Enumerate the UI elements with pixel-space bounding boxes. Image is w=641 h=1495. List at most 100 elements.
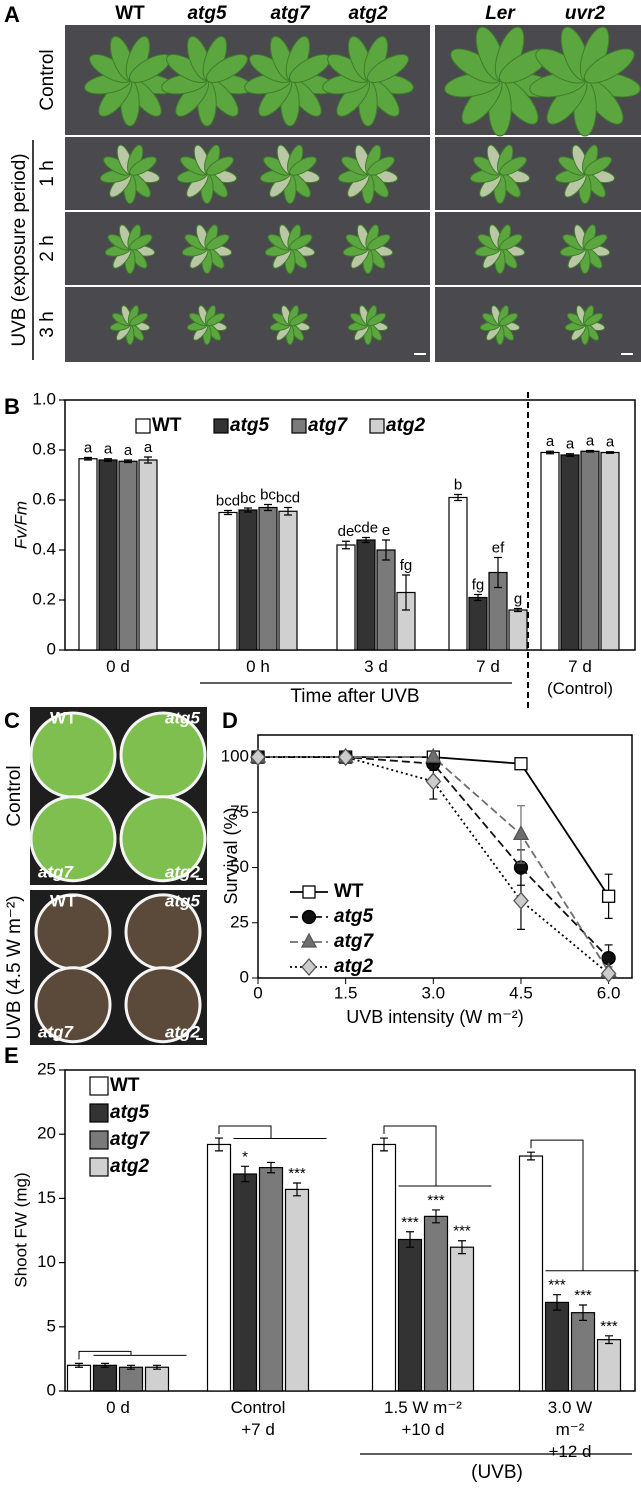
- leaf: [499, 312, 519, 327]
- annotation: (UVB): [471, 1462, 523, 1483]
- legend-swatch: [89, 1157, 109, 1177]
- y-tick-label: 15: [37, 1188, 56, 1207]
- error-bar: [362, 536, 370, 544]
- bar: [284, 1188, 310, 1392]
- bar: [258, 1166, 284, 1392]
- marker: [337, 748, 354, 767]
- plot-frame: [257, 734, 633, 979]
- bar: [397, 1238, 423, 1392]
- bar: [278, 510, 298, 651]
- error-bar: [454, 493, 462, 502]
- leaf: [366, 54, 409, 83]
- bar: [218, 511, 238, 651]
- legend-label: atg7: [308, 415, 349, 436]
- bar-annotation: a: [586, 432, 595, 449]
- leaf: [584, 156, 612, 176]
- bar-annotation: bc: [240, 490, 256, 507]
- panel-label: E: [4, 1043, 19, 1068]
- bar-annotation: a: [104, 441, 113, 458]
- pot: [119, 795, 207, 883]
- bar-annotation: bc: [260, 486, 276, 503]
- leaf: [367, 312, 387, 327]
- legend-swatch: [89, 1076, 109, 1096]
- marker: [513, 891, 529, 910]
- bar: [596, 1339, 622, 1392]
- photo: [435, 287, 641, 362]
- bar: [570, 1312, 596, 1392]
- leaf: [289, 234, 313, 251]
- bar-annotation: *: [242, 1148, 248, 1165]
- marker: [600, 964, 617, 983]
- bar: [371, 1143, 397, 1392]
- error-bar: [474, 593, 482, 602]
- error-bar: [153, 1364, 161, 1370]
- bar-annotation: ***: [453, 1223, 471, 1240]
- marker: [250, 748, 266, 767]
- pot: [29, 795, 117, 883]
- annotation: Time after UVB: [290, 686, 419, 707]
- row-label: Control: [4, 765, 25, 826]
- error-bar: [75, 1362, 83, 1368]
- marker: [514, 757, 528, 771]
- legend-label: atg5: [110, 1102, 150, 1123]
- leaf: [584, 234, 608, 251]
- bar: [138, 459, 158, 651]
- bar-annotation: a: [144, 439, 153, 456]
- column-label: Ler: [485, 3, 516, 24]
- error-bar: [101, 1362, 109, 1368]
- pot: [124, 966, 202, 1044]
- marker: [425, 747, 442, 763]
- leaf: [289, 156, 317, 176]
- bar: [600, 451, 620, 651]
- panel-label: B: [4, 394, 20, 419]
- bar: [232, 1173, 258, 1392]
- row-label: Control: [37, 49, 58, 110]
- x-tick-label: 1.5: [334, 983, 358, 1002]
- marker: [601, 889, 616, 903]
- bar-annotation: de: [338, 523, 355, 540]
- error-bar: [605, 1335, 613, 1345]
- x-tick-label: 1.5 W m⁻² +10 d: [384, 1398, 462, 1439]
- error-bar: [579, 1304, 587, 1321]
- error-bar: [127, 1364, 135, 1370]
- panel-label: D: [222, 708, 238, 733]
- bar: [118, 1366, 144, 1392]
- panel-label: C: [4, 708, 20, 733]
- legend-label: WT: [152, 415, 182, 436]
- legend-swatch: [89, 1103, 109, 1123]
- legend-label: atg5: [230, 415, 270, 436]
- legend-label: atg5: [334, 906, 374, 927]
- bar: [144, 1366, 170, 1392]
- bar: [518, 1155, 544, 1392]
- legend-swatch: [89, 1130, 109, 1150]
- row-group-label: UVB (exposure period): [9, 153, 30, 346]
- bracket: [218, 1125, 327, 1139]
- error-bar: [553, 1294, 561, 1311]
- bar: [544, 1301, 570, 1392]
- bar: [206, 1143, 232, 1392]
- x-tick-label: 0 d: [106, 657, 130, 676]
- pot: [34, 966, 112, 1044]
- error-bar: [224, 509, 232, 516]
- marker: [302, 885, 316, 899]
- column-label: atg7: [270, 3, 311, 24]
- bar: [449, 1246, 475, 1392]
- bracket: [530, 1139, 639, 1272]
- x-tick-label: 7 d (Control): [546, 657, 614, 698]
- y-tick-label: 10: [37, 1252, 56, 1271]
- genotype-label: WT: [50, 708, 77, 727]
- error-bar: [586, 449, 594, 453]
- panel-label: A: [4, 2, 20, 27]
- bar-annotation: a: [606, 434, 615, 451]
- bar: [423, 1215, 449, 1392]
- leaf: [205, 54, 248, 83]
- x-tick-label: 0 h: [246, 657, 270, 676]
- genotype-label: atg7: [38, 862, 75, 881]
- error-bar: [267, 1161, 275, 1174]
- error-bar: [215, 1137, 223, 1152]
- y-tick-label: 1.0: [32, 389, 56, 408]
- genotype-label: atg7: [38, 1022, 75, 1041]
- y-tick-label: 0: [47, 1380, 56, 1399]
